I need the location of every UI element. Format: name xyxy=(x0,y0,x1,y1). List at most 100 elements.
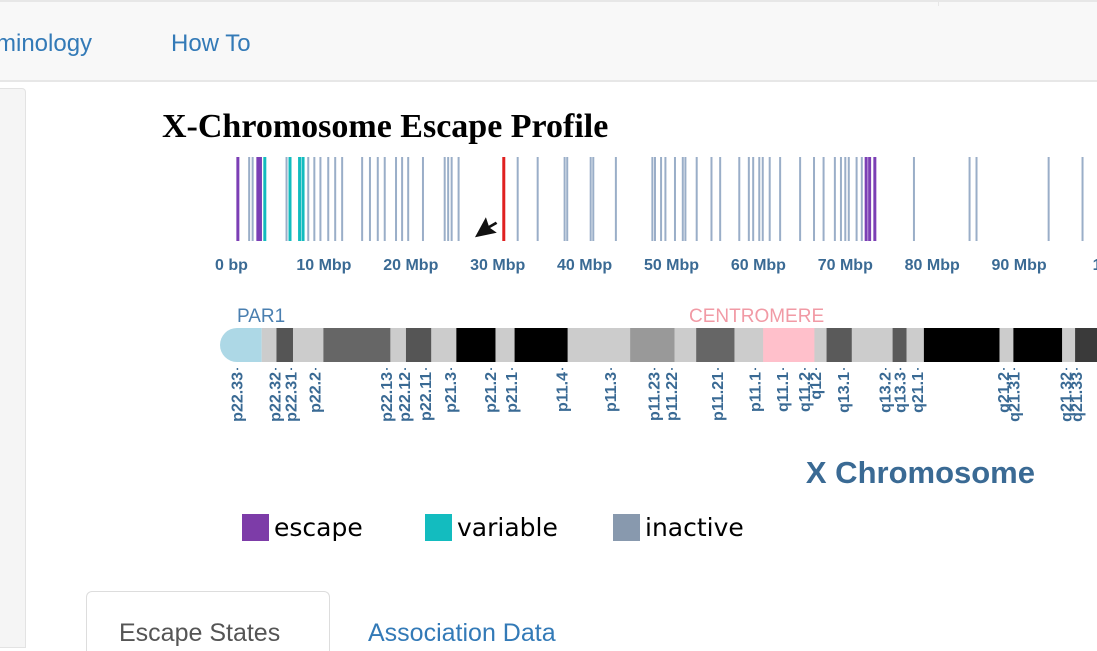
band-cen[interactable] xyxy=(763,328,815,362)
band-gneg[interactable] xyxy=(292,328,324,362)
legend-variable: variable xyxy=(425,512,558,542)
chromosome-label: X Chromosome xyxy=(806,455,1035,490)
band-label-p21-1: p21.1 xyxy=(504,366,521,413)
band-label-q21-1: q21.1 xyxy=(910,366,927,413)
band-label-q13-1: q13.1 xyxy=(836,366,853,413)
svg-text:p22.2: p22.2 xyxy=(308,372,325,413)
axis-tick-label: 70 Mbp xyxy=(818,257,873,274)
page-title: X-Chromosome Escape Profile xyxy=(162,108,609,145)
svg-text:p22.13: p22.13 xyxy=(379,372,396,422)
tab-association-data[interactable]: Association Data xyxy=(368,619,556,647)
side-panel xyxy=(0,88,26,648)
band-label-p11-23: p11.23 xyxy=(647,366,664,421)
band-label-q21-2: q21.2 xyxy=(996,366,1013,413)
axis-tick-label: 50 Mbp xyxy=(644,257,699,274)
band-gpos75[interactable] xyxy=(1075,328,1097,362)
band-label-q21-31: q21.31 xyxy=(1006,366,1023,422)
band-gpos50[interactable] xyxy=(405,328,432,362)
top-navbar: minology How To xyxy=(0,0,1097,82)
band-gneg[interactable] xyxy=(814,328,828,362)
band-label-q11-1: q11.1 xyxy=(775,366,792,412)
nav-divider xyxy=(938,2,939,6)
band-gneg[interactable] xyxy=(431,328,457,362)
band-label-p22-2: p22.2 xyxy=(308,366,325,413)
legend-escape-label: escape xyxy=(274,512,363,542)
svg-text:q13.1: q13.1 xyxy=(836,372,853,413)
svg-text:q13.2: q13.2 xyxy=(878,372,895,413)
axis-tick-label: 30 Mbp xyxy=(470,257,525,274)
svg-text:p22.33: p22.33 xyxy=(229,372,246,422)
band-gpos75[interactable] xyxy=(323,328,391,362)
band-gpos100[interactable] xyxy=(514,328,569,362)
band-gneg[interactable] xyxy=(261,328,277,362)
band-gneg[interactable] xyxy=(390,328,407,362)
band-label-p22-33: p22.33 xyxy=(229,366,246,422)
band-label-q13-3: q13.3 xyxy=(892,366,909,413)
ideogram-region-labels: PAR1 CENTROMERE xyxy=(237,306,824,327)
band-gneg[interactable] xyxy=(495,328,516,362)
band-gpos100[interactable] xyxy=(456,328,496,362)
band-gpos50[interactable] xyxy=(276,328,294,362)
band-label-p21-2: p21.2 xyxy=(483,366,500,413)
gene-track xyxy=(236,157,1084,241)
band-label-q12: q12 xyxy=(808,366,825,400)
band-gneg[interactable] xyxy=(674,328,697,362)
svg-text:p22.32: p22.32 xyxy=(268,372,285,422)
nav-terminology-link[interactable]: minology xyxy=(0,30,93,57)
band-label-p22-13: p22.13 xyxy=(379,366,396,422)
legend-variable-label: variable xyxy=(457,512,558,542)
chromosome-ideogram[interactable] xyxy=(220,328,1097,362)
band-label-p22-31: p22.31 xyxy=(283,366,300,422)
band-label-p11-4: p11.4 xyxy=(554,366,571,412)
band-gneg[interactable] xyxy=(1062,328,1076,362)
svg-text:p22.11: p22.11 xyxy=(418,372,435,421)
band-par[interactable] xyxy=(220,328,262,362)
band-label-p11-21: p11.21 xyxy=(710,366,727,421)
svg-text:q21.2: q21.2 xyxy=(996,372,1013,413)
band-gpos50[interactable] xyxy=(696,328,735,362)
axis-tick-label: 20 Mbp xyxy=(383,257,438,274)
legend-inactive-swatch xyxy=(613,513,640,541)
band-gpos100[interactable] xyxy=(1013,328,1063,362)
svg-text:p22.31: p22.31 xyxy=(283,372,300,422)
band-label-p11-1: p11.1 xyxy=(747,366,764,412)
nav-howto-link[interactable]: How To xyxy=(171,30,251,57)
legend-variable-swatch xyxy=(425,513,452,541)
band-gpos75[interactable] xyxy=(630,328,675,362)
band-gneg[interactable] xyxy=(734,328,764,362)
band-gneg[interactable] xyxy=(567,328,631,362)
axis-tick-label: 100 xyxy=(1093,257,1097,274)
band-label-q11-2: q11.2 xyxy=(797,366,814,412)
mouse-cursor-icon xyxy=(473,214,500,239)
band-gpos75[interactable] xyxy=(892,328,908,362)
band-gneg[interactable] xyxy=(851,328,894,362)
svg-text:q13.3: q13.3 xyxy=(892,372,909,413)
svg-text:q12: q12 xyxy=(808,372,825,400)
band-label-p21-3: p21.3 xyxy=(443,366,460,413)
region-label-centromere: CENTROMERE xyxy=(689,306,824,327)
band-label-p22-12: p22.12 xyxy=(397,366,414,422)
axis-tick-label: 10 Mbp xyxy=(296,257,351,274)
legend-inactive-label: inactive xyxy=(645,512,744,542)
axis-tick-label: 60 Mbp xyxy=(731,257,786,274)
legend-escape: escape xyxy=(242,512,363,542)
band-gpos50[interactable] xyxy=(826,328,853,362)
band-label-q21-32: q21.32 xyxy=(1058,366,1075,422)
band-label-p22-11: p22.11 xyxy=(418,366,435,421)
svg-text:q21.32: q21.32 xyxy=(1058,372,1075,422)
tab-escape-states[interactable]: Escape States xyxy=(86,591,330,651)
svg-text:p11.3: p11.3 xyxy=(603,372,620,412)
band-gneg[interactable] xyxy=(999,328,1014,362)
svg-text:q21.31: q21.31 xyxy=(1006,372,1023,422)
band-gpos100[interactable] xyxy=(923,328,1000,362)
legend-inactive: inactive xyxy=(613,512,744,542)
axis-tick-label: 40 Mbp xyxy=(557,257,612,274)
svg-text:p22.12: p22.12 xyxy=(397,372,414,422)
axis-tick-label: 90 Mbp xyxy=(992,257,1047,274)
svg-text:p21.1: p21.1 xyxy=(504,372,521,413)
escape-profile-visualization: 0 bp 10 Mbp 20 Mbp 30 Mbp 40 Mbp 50 Mbp 60 Mbp… xyxy=(215,157,1097,490)
svg-text:p11.23: p11.23 xyxy=(647,372,664,421)
band-gneg[interactable] xyxy=(906,328,925,362)
svg-text:p11.22: p11.22 xyxy=(664,372,681,421)
svg-text:p11.1: p11.1 xyxy=(747,372,764,412)
